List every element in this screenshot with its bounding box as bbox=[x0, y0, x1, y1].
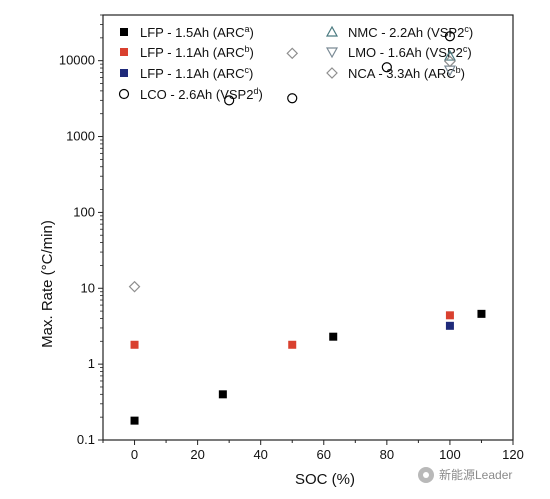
x-tick-label: 60 bbox=[317, 447, 331, 462]
x-tick-label: 80 bbox=[380, 447, 394, 462]
data-point bbox=[128, 280, 141, 293]
series-6 bbox=[128, 47, 456, 293]
legend-marker bbox=[120, 48, 128, 56]
wechat-icon bbox=[418, 466, 434, 483]
data-point bbox=[130, 416, 139, 425]
plot-area bbox=[102, 14, 514, 441]
x-tick-label: 0 bbox=[131, 447, 138, 462]
y-tick-label: 1 bbox=[88, 356, 95, 371]
x-axis-title: SOC (%) bbox=[295, 471, 355, 488]
data-point bbox=[287, 93, 298, 104]
series-3 bbox=[224, 31, 456, 106]
y-tick-label: 0.1 bbox=[77, 432, 95, 447]
legend-marker bbox=[326, 67, 338, 79]
x-tick-label: 120 bbox=[502, 447, 524, 462]
x-tick-label: 20 bbox=[190, 447, 204, 462]
plot-frame bbox=[102, 14, 514, 441]
data-point bbox=[130, 340, 139, 349]
axes: 0 20 40 60 80 100 120 0.1 1 10 100 1000 10000 bbox=[59, 14, 524, 462]
data-point bbox=[286, 47, 299, 60]
data-point bbox=[444, 55, 456, 68]
y-tick-label: 100 bbox=[73, 204, 95, 219]
watermark-text: 新能源Leader bbox=[439, 468, 513, 482]
data-point bbox=[224, 95, 235, 106]
y-tick-label: 10 bbox=[81, 280, 95, 295]
data-point bbox=[381, 62, 392, 73]
series-2 bbox=[445, 321, 454, 330]
legend-marker bbox=[120, 28, 128, 36]
y-axis-title: Max. Rate (°C/min) bbox=[39, 220, 56, 348]
legend-entry: LCO - 2.6Ah (VSP2d) bbox=[140, 86, 263, 102]
x-tick-label: 40 bbox=[253, 447, 267, 462]
legend-entry: NMC - 2.2Ah (VSP2c) bbox=[348, 24, 473, 40]
legend-marker bbox=[325, 47, 339, 59]
data-point bbox=[329, 332, 338, 341]
legend-entry: LFP - 1.5Ah (ARCa) bbox=[140, 24, 254, 40]
watermark: 新能源Leader bbox=[418, 466, 512, 483]
data-point bbox=[443, 49, 456, 61]
x-tick-label: 100 bbox=[439, 447, 461, 462]
legend-marker bbox=[118, 88, 130, 100]
series-0 bbox=[130, 309, 486, 425]
data-point bbox=[445, 321, 454, 330]
legend-marker bbox=[120, 69, 128, 77]
legend: LFP - 1.5Ah (ARCa) LFP - 1.1Ah (ARCb) LFP … bbox=[118, 24, 473, 102]
data-point bbox=[288, 340, 297, 349]
data-points bbox=[128, 31, 486, 425]
legend-entry: LMO - 1.6Ah (VSP2c) bbox=[348, 44, 472, 60]
legend-entry: NCA - 3.3Ah (ARCb) bbox=[348, 65, 465, 81]
data-point bbox=[444, 31, 456, 42]
y-tick-label: 1000 bbox=[66, 129, 95, 144]
data-point bbox=[218, 390, 227, 399]
series-4 bbox=[443, 49, 456, 61]
legend-entry: LFP - 1.1Ah (ARCc) bbox=[140, 65, 253, 81]
data-point bbox=[477, 309, 486, 318]
legend-marker bbox=[325, 25, 339, 37]
legend-entry: LFP - 1.1Ah (ARCb) bbox=[140, 44, 254, 60]
y-tick-label: 10000 bbox=[59, 53, 95, 68]
data-point bbox=[445, 311, 454, 320]
series-1 bbox=[130, 311, 454, 349]
